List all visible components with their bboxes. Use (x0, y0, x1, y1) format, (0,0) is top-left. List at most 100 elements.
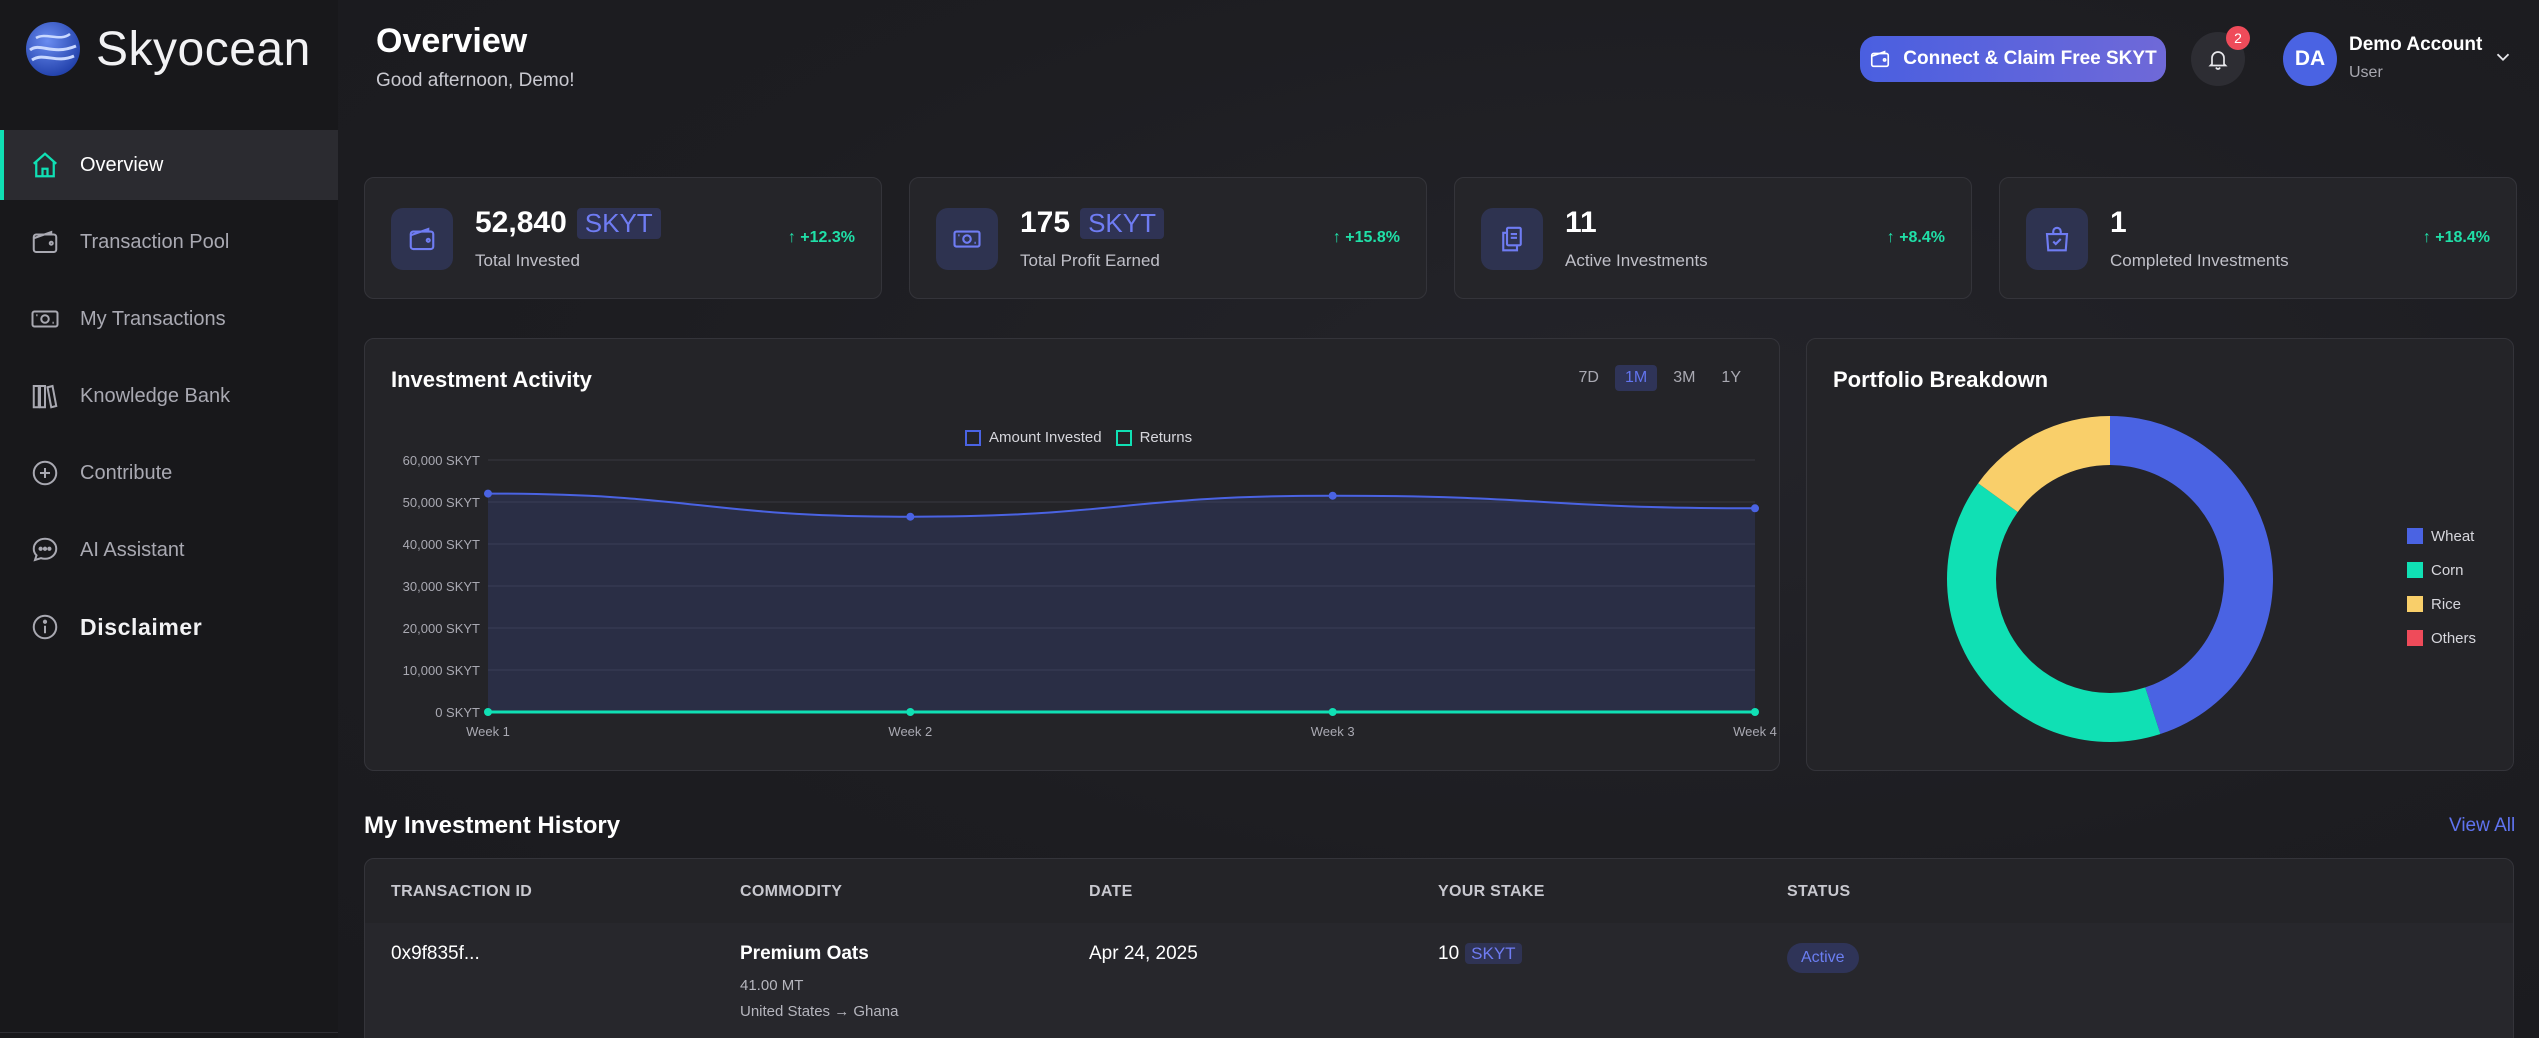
sidebar-item-label: Disclaimer (80, 613, 203, 640)
portfolio-breakdown-panel: Portfolio Breakdown Wheat Corn Rice Othe… (1806, 338, 2514, 771)
stat-label: Total Invested (475, 251, 580, 270)
legend-label: Returns (1139, 429, 1193, 446)
stat-value: 175 (1020, 206, 1071, 239)
connect-claim-button[interactable]: Connect & Claim Free SKYT (1860, 36, 2166, 82)
sidebar-item-label: My Transactions (80, 307, 226, 330)
sidebar-item-label: AI Assistant (80, 538, 185, 561)
plus-circle-icon (30, 458, 60, 488)
home-icon (30, 150, 60, 180)
documents-icon (1481, 208, 1543, 270)
stat-change-value: +12.3% (800, 229, 855, 246)
legend-label: Wheat (2431, 527, 2475, 545)
cash-icon (30, 304, 60, 334)
x-tick-label: Week 3 (1311, 724, 1355, 739)
sidebar-item-transaction-pool[interactable]: Transaction Pool (0, 207, 338, 277)
transaction-date: Apr 24, 2025 (1089, 943, 1198, 964)
sidebar-item-my-transactions[interactable]: My Transactions (0, 284, 338, 354)
table-header: TRANSACTION ID COMMODITY DATE YOUR STAKE… (365, 859, 2513, 923)
column-header-commodity: COMMODITY (740, 883, 843, 900)
stat-change-value: +18.4% (2435, 229, 2490, 246)
sidebar-item-contribute[interactable]: Contribute (0, 438, 338, 508)
connect-claim-label: Connect & Claim Free SKYT (1903, 48, 2157, 69)
legend-item-rice[interactable]: Rice (2407, 587, 2476, 621)
chart-legend: Amount Invested Returns (965, 429, 1206, 446)
legend-swatch (2407, 596, 2423, 612)
range-tab-1m[interactable]: 1M (1614, 365, 1658, 391)
x-tick-label: Week 4 (1733, 724, 1777, 739)
legend-label: Corn (2431, 561, 2464, 579)
stat-value-row: 11 (1565, 206, 1597, 240)
legend-item-wheat[interactable]: Wheat (2407, 519, 2476, 553)
amount-invested-point (484, 489, 492, 498)
range-tab-3m[interactable]: 3M (1673, 369, 1696, 386)
y-tick-label: 20,000 SKYT (403, 621, 480, 636)
books-icon (30, 381, 60, 411)
sidebar-item-overview[interactable]: Overview (0, 130, 338, 200)
sidebar-item-disclaimer[interactable]: Disclaimer (0, 592, 338, 662)
donut-slice-corn[interactable] (1947, 483, 2161, 742)
sidebar-nav: Overview Transaction Pool My Transaction… (0, 130, 338, 669)
investment-history-table: TRANSACTION ID COMMODITY DATE YOUR STAKE… (364, 858, 2514, 1038)
range-tabs: 7D 1M 3M 1Y (1563, 365, 1752, 391)
sidebar-item-label: Transaction Pool (80, 230, 230, 253)
app-logo[interactable]: Skyocean (24, 20, 311, 78)
legend-swatch (2407, 528, 2423, 544)
bell-icon (2208, 51, 2228, 70)
y-tick-label: 10,000 SKYT (403, 663, 480, 678)
column-header-date: DATE (1089, 883, 1133, 900)
stat-change: ↑ +15.8% (1332, 229, 1400, 246)
sidebar-item-knowledge-bank[interactable]: Knowledge Bank (0, 361, 338, 431)
legend-swatch (2407, 630, 2423, 646)
legend-item-amount-invested[interactable]: Amount Invested (965, 429, 1102, 446)
legend-swatch (965, 429, 981, 446)
transaction-id[interactable]: 0x9f835f... (391, 943, 480, 964)
history-title: My Investment History (364, 812, 621, 839)
sidebar-item-ai-assistant[interactable]: AI Assistant (0, 515, 338, 585)
range-tab-1y[interactable]: 1Y (1721, 369, 1741, 386)
legend-swatch (1115, 429, 1132, 446)
commodity-name: Premium Oats (740, 943, 869, 964)
investment-activity-panel: Investment Activity 7D 1M 3M 1Y Amount I… (364, 338, 1780, 771)
stat-change: ↑ +18.4% (2422, 229, 2490, 246)
sidebar-item-label: Overview (80, 153, 164, 176)
returns-point (906, 708, 915, 716)
amount-invested-point (1328, 491, 1337, 500)
legend-item-corn[interactable]: Corn (2407, 553, 2476, 587)
app-name: Skyocean (96, 22, 311, 76)
stat-value: 1 (2110, 206, 2127, 239)
column-header-your-stake: YOUR STAKE (1438, 883, 1545, 900)
stat-change-value: +8.4% (1899, 229, 1945, 246)
y-tick-label: 0 SKYT (435, 705, 480, 720)
column-header-status: STATUS (1787, 883, 1851, 900)
stat-change: ↑ +8.4% (1886, 229, 1945, 246)
investment-activity-chart: 60,000 SKYT 50,000 SKYT 40,000 SKYT 30,000 … (403, 453, 1777, 739)
column-header-transaction-id: TRANSACTION ID (391, 883, 533, 900)
account-name[interactable]: Demo Account (2349, 34, 2483, 55)
commodity-route: United States → Ghana (740, 1003, 899, 1020)
legend-item-returns[interactable]: Returns (1115, 429, 1193, 446)
chevron-down-icon[interactable] (2492, 46, 2514, 68)
legend-label: Others (2431, 629, 2477, 647)
stat-card-completed-investments: 1 Completed Investments ↑ +18.4% (1999, 177, 2517, 299)
returns-point (1328, 708, 1337, 716)
stat-value-row: 52,840 SKYT (475, 206, 661, 240)
amount-invested-line (487, 492, 1756, 518)
page-greeting: Good afternoon, Demo! (376, 70, 575, 91)
commodity-quantity: 41.00 MT (740, 977, 804, 994)
stat-change-value: +15.8% (1345, 229, 1400, 246)
y-tick-label: 50,000 SKYT (403, 495, 480, 510)
donut-slice-rice[interactable] (1978, 416, 2110, 512)
wallet-icon (30, 227, 60, 257)
sidebar-item-label: Knowledge Bank (80, 384, 231, 407)
table-row[interactable]: 0x9f835f... Premium Oats 41.00 MT United… (365, 923, 2513, 1038)
main-content: Overview Good afternoon, Demo! Connect &… (338, 0, 2539, 1038)
donut-slice-wheat[interactable] (2110, 416, 2273, 735)
legend-item-others[interactable]: Others (2407, 621, 2476, 655)
returns-point (484, 708, 492, 716)
view-all-link[interactable]: View All (2449, 815, 2516, 836)
range-tab-7d[interactable]: 7D (1578, 369, 1599, 386)
chat-icon (30, 535, 60, 565)
stat-value: 11 (1565, 206, 1597, 239)
page-title: Overview (376, 22, 528, 60)
avatar[interactable]: DA (2283, 32, 2337, 86)
